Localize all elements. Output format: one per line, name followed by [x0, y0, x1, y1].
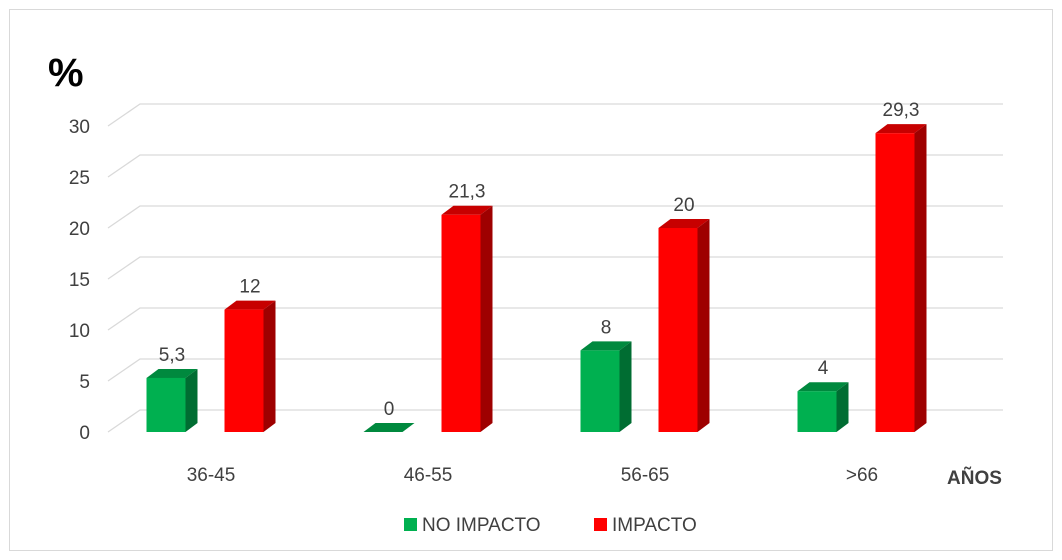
bar-top [441, 205, 493, 215]
bar-no-impacto [797, 382, 849, 432]
gridline [107, 205, 1003, 229]
bar-no-impacto [363, 423, 415, 432]
data-label: 4 [818, 358, 829, 379]
data-label: 21,3 [449, 182, 486, 203]
bar-no-impacto [146, 368, 198, 432]
gridline [107, 307, 1003, 331]
y-tick-label: 10 [69, 321, 90, 342]
data-label: 8 [601, 317, 612, 338]
bar-top [797, 382, 849, 392]
bar-side [263, 300, 276, 432]
legend-swatch [404, 518, 417, 531]
gridline [107, 358, 1003, 382]
x-tick-label: 46-55 [404, 465, 453, 486]
y-tick-label: 25 [69, 168, 90, 189]
x-axis-label: AÑOS [947, 467, 1002, 489]
legend-swatch [594, 518, 607, 531]
y-tick-label: 30 [69, 117, 90, 138]
data-label: 12 [239, 277, 260, 298]
y-tick-label: 5 [79, 372, 90, 393]
data-label: 29,3 [883, 100, 920, 121]
bar-top [224, 300, 276, 310]
bar-front [146, 377, 186, 432]
data-label: 5,3 [159, 345, 185, 366]
bar-impacto [875, 124, 927, 432]
data-label: 20 [673, 195, 694, 216]
x-tick-label: 56-65 [621, 465, 670, 486]
legend-item: IMPACTO [594, 515, 697, 536]
y-tick-label: 20 [69, 219, 90, 240]
x-tick-labels: 36-45 46-55 56-65 >66 [187, 465, 878, 486]
bar-front [797, 391, 837, 432]
bars: 5,3 0 8 4 12 21,3 20 29,3 [146, 100, 927, 432]
y-tick-label: 0 [79, 423, 90, 444]
bar-side [836, 382, 849, 432]
y-tick-labels: 0 5 10 15 20 25 30 [69, 117, 90, 444]
legend-label: IMPACTO [612, 515, 697, 536]
x-tick-label: 36-45 [187, 465, 236, 486]
bar-top [146, 368, 198, 378]
bar-impacto [224, 300, 276, 432]
bar-side [185, 368, 198, 432]
legend-item: NO IMPACTO [404, 515, 541, 536]
bar-impacto [441, 205, 493, 432]
bar-side [697, 219, 710, 432]
bar-front [658, 228, 698, 432]
gridline [107, 103, 1003, 127]
bar-no-impacto [580, 341, 632, 432]
data-label: 0 [384, 399, 395, 420]
gridline [107, 154, 1003, 178]
x-tick-label: >66 [846, 465, 878, 486]
y-axis-label: % [48, 51, 84, 95]
y-tick-label: 15 [69, 270, 90, 291]
bar-front [580, 350, 620, 432]
gridlines [107, 103, 1003, 433]
bar-side [480, 205, 493, 432]
bar-impacto [658, 219, 710, 432]
bar-top [580, 341, 632, 351]
gridline [107, 256, 1003, 280]
bar-top [658, 219, 710, 228]
bar-side [914, 124, 927, 432]
bar-front [875, 133, 915, 432]
bar-top [363, 423, 415, 432]
bar-front [441, 214, 481, 432]
bar-front [224, 309, 264, 432]
gridline [107, 409, 1003, 433]
bar-top [875, 124, 927, 134]
bar-side [619, 341, 632, 432]
legend-label: NO IMPACTO [422, 515, 541, 536]
legend: NO IMPACTO IMPACTO [404, 515, 697, 536]
